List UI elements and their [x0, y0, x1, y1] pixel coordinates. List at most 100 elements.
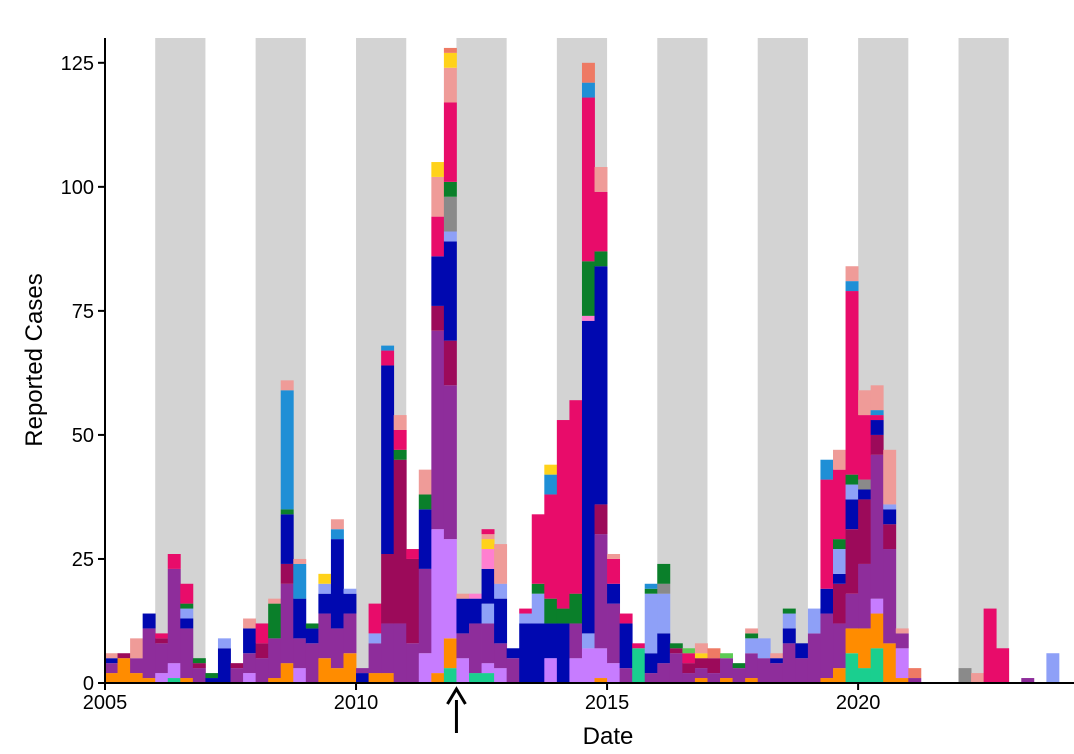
bar-segment-navy: [870, 420, 884, 435]
bar-segment-maroon: [117, 653, 131, 659]
bar-segment-light_green: [720, 653, 733, 659]
bar-segment-purple: [255, 658, 269, 683]
bar-segment-purple: [130, 658, 144, 674]
bar-stack: [858, 390, 872, 683]
bar-segment-orange: [130, 673, 144, 683]
bar-stack: [481, 529, 495, 683]
bar-segment-periwinkle: [217, 638, 231, 649]
bar-stack: [895, 628, 909, 683]
bar-segment-orange: [180, 678, 194, 683]
bar-segment-salmon: [883, 449, 897, 505]
bar-segment-salmon: [105, 653, 118, 659]
bar-segment-purple: [707, 673, 721, 683]
bar-segment-crimson: [820, 479, 834, 589]
bar-stack: [707, 648, 721, 683]
bar-segment-maroon: [694, 658, 708, 669]
bar-stack: [594, 167, 608, 683]
bar-segment-crimson: [845, 291, 859, 475]
bar-stack: [958, 668, 972, 683]
bar-segment-gold: [544, 464, 558, 475]
bar-segment-gold: [443, 52, 457, 68]
bar-segment-coral: [581, 62, 595, 83]
bar-stack: [657, 563, 671, 683]
ticks: 0 25 50 75 100 125 2005 2010 2015 2020: [61, 53, 881, 714]
bar-stack: [356, 668, 369, 683]
bar-stack: [795, 643, 809, 683]
bar-segment-navy: [519, 623, 533, 683]
bar-stack: [883, 449, 897, 683]
bar-segment-navy: [356, 673, 369, 683]
bar-segment-periwinkle: [845, 484, 859, 500]
bar-segment-navy: [105, 658, 118, 664]
time-marker-arrow: [446, 686, 467, 733]
bar-stack: [669, 643, 683, 683]
bar-segment-salmon: [243, 618, 257, 629]
bar-segment-crimson: [167, 554, 181, 569]
bar-stack: [1021, 678, 1035, 683]
bar-stack: [807, 608, 821, 683]
bar-segment-crimson: [368, 603, 382, 634]
bar-segment-dark_green: [732, 663, 746, 669]
bar-stack: [870, 385, 884, 683]
bar-stack: [506, 648, 520, 683]
bar-segment-navy: [833, 573, 846, 584]
y-tick-label: 125: [61, 53, 94, 75]
bar-segment-salmon: [456, 593, 470, 599]
bar-stack: [443, 47, 457, 683]
bar-segment-purple: [167, 568, 181, 664]
bar-segment-purple: [368, 643, 382, 674]
bar-segment-gold: [694, 653, 708, 659]
bar-segment-violet: [494, 668, 508, 683]
bar-segment-periwinkle: [519, 613, 533, 624]
bar-segment-periwinkle: [443, 231, 457, 242]
bar-stack: [268, 598, 282, 683]
bar-segment-dark_green: [280, 509, 294, 515]
bar-segment-purple: [883, 549, 897, 644]
bar-stack: [381, 345, 395, 683]
bar-segment-salmon: [330, 519, 344, 530]
bar-stack: [757, 638, 771, 683]
bar-segment-navy: [305, 628, 319, 644]
bar-segment-periwinkle: [644, 593, 658, 654]
bar-segment-gold: [318, 573, 332, 584]
bar-stack: [192, 658, 206, 683]
bar-segment-dark_green: [180, 603, 194, 609]
bar-segment-violet: [418, 653, 432, 683]
bar-segment-coral: [443, 47, 457, 53]
bar-segment-purple: [858, 563, 872, 629]
bar-segment-pink: [469, 593, 482, 599]
bar-segment-blue: [644, 583, 658, 589]
bar-segment-crimson: [544, 494, 558, 599]
bar-segment-teal_green: [167, 678, 181, 683]
bar-segment-navy: [205, 678, 219, 683]
bar-segment-dark_green: [569, 593, 583, 624]
bar-segment-teal_green: [845, 653, 859, 683]
bar-segment-salmon: [971, 673, 985, 683]
bar-segment-crimson: [594, 191, 608, 252]
bar-segment-periwinkle: [180, 608, 194, 619]
bar-stack: [983, 608, 997, 683]
bar-segment-purple: [494, 643, 508, 669]
bar-segment-orange: [694, 678, 708, 683]
bar-stack: [330, 519, 344, 683]
bar-segment-blue: [544, 474, 558, 495]
bar-segment-maroon: [682, 663, 696, 674]
bar-stack: [732, 663, 746, 683]
bar-segment-maroon: [669, 648, 683, 654]
bar-stack: [581, 62, 595, 683]
bar-segment-purple: [682, 673, 696, 683]
bar-segment-orange: [594, 678, 608, 683]
bar-stack: [105, 653, 118, 683]
bar-segment-purple: [343, 613, 357, 654]
bar-segment-maroon: [833, 583, 846, 624]
bar-segment-dark_green: [845, 474, 859, 485]
bar-stack: [230, 663, 244, 683]
bar-stack: [619, 613, 633, 683]
bar-segment-violet: [155, 673, 169, 683]
bar-segment-purple: [180, 628, 194, 679]
bar-segment-maroon: [845, 529, 859, 594]
bar-segment-gray: [858, 479, 872, 490]
bar-segment-dark_green: [192, 658, 206, 664]
bar-segment-navy: [469, 598, 482, 624]
y-tick-label: 25: [72, 549, 94, 571]
